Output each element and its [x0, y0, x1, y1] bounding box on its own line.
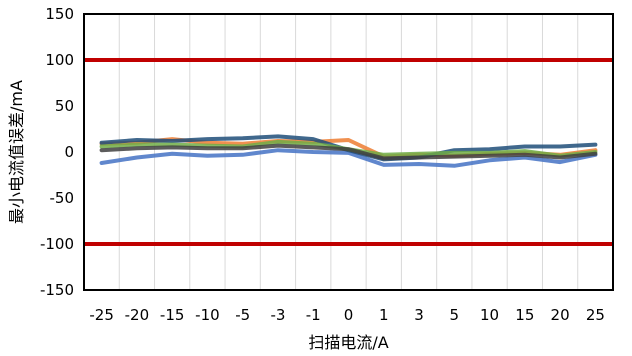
x-tick-labels: -25 -20 -15 -10 -5 -3 -1 0 1 3 5 10 15 20 25 [89, 306, 605, 324]
x-tick-label: -15 [160, 306, 185, 324]
x-tick-label: 10 [480, 306, 499, 324]
x-tick-label: 0 [344, 306, 354, 324]
x-tick-label: 5 [450, 306, 460, 324]
y-tick-label: -150 [40, 281, 74, 299]
y-tick-label: 100 [45, 51, 74, 69]
x-tick-label: -5 [235, 306, 250, 324]
series-line [99, 148, 598, 168]
x-tick-label: 15 [515, 306, 534, 324]
y-tick-label: -50 [50, 189, 75, 207]
x-axis-title: 扫描电流/A [308, 333, 388, 352]
x-tick-label: 3 [414, 306, 424, 324]
series-line [99, 143, 598, 161]
y-axis-title: 最小电流值误差/mA [7, 80, 26, 224]
x-tick-label: -20 [125, 306, 150, 324]
series-lines [99, 134, 598, 168]
x-tick-label: 25 [586, 306, 605, 324]
x-tick-label: -10 [195, 306, 220, 324]
y-tick-labels: -150 -100 -50 0 50 100 150 [40, 5, 74, 299]
y-tick-label: -100 [40, 235, 74, 253]
x-tick-label: -1 [306, 306, 321, 324]
y-tick-label: 50 [55, 97, 74, 115]
y-tick-label: 0 [64, 143, 74, 161]
plot-frame [83, 13, 614, 291]
reference-lines [84, 58, 613, 246]
x-tick-label: -25 [89, 306, 114, 324]
x-tick-label: -3 [270, 306, 285, 324]
y-tick-label: 150 [45, 5, 74, 23]
x-tick-label: 20 [551, 306, 570, 324]
x-tick-label: 1 [379, 306, 389, 324]
